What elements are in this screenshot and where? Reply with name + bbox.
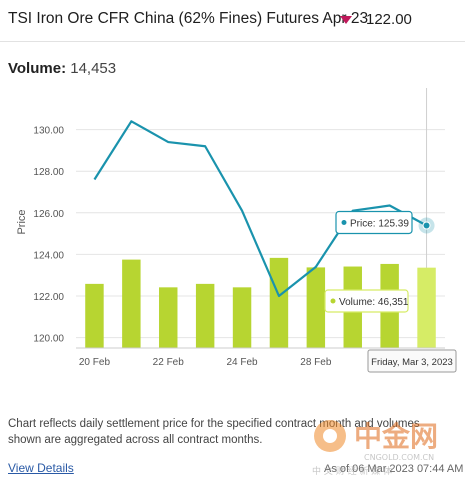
y-tick-label: 126.00 xyxy=(33,209,64,220)
volume-tooltip xyxy=(324,289,409,313)
chart-footnote: Chart reflects daily settlement price fo… xyxy=(8,418,420,446)
date-crosshair-label: Friday, Mar 3, 2023 xyxy=(371,357,453,368)
volume-bar[interactable] xyxy=(159,287,178,348)
y-axis-label: Price xyxy=(16,209,28,234)
volume-bar[interactable] xyxy=(232,287,252,348)
volume-bar[interactable] xyxy=(195,283,215,348)
x-tick-label: 28 Feb xyxy=(300,357,332,368)
x-tick-label: 22 Feb xyxy=(153,357,185,368)
volume-bar[interactable] xyxy=(306,267,326,348)
price-tooltip-text: Price: 125.39 xyxy=(350,218,409,229)
y-tick-label: 120.00 xyxy=(33,334,64,345)
price-tooltip xyxy=(335,210,413,235)
price-box: 122.00 xyxy=(340,11,412,28)
date-crosshair-box xyxy=(367,349,457,373)
volume-bar[interactable] xyxy=(417,267,436,348)
x-tick-label: 20 Feb xyxy=(79,357,111,368)
view-details-link[interactable]: View Details xyxy=(8,461,74,475)
triangle-down-icon xyxy=(340,15,352,24)
last-price: 122.00 xyxy=(366,11,412,28)
volume-summary: Volume: 14,453 xyxy=(8,60,116,77)
volume-label: Volume: xyxy=(8,60,67,77)
volume-tooltip-text: Volume: 46,351 xyxy=(339,297,409,308)
y-tick-label: 130.00 xyxy=(33,126,64,137)
price-line[interactable] xyxy=(93,120,428,298)
y-tick-label: 128.00 xyxy=(33,167,64,178)
volume-value: 14,453 xyxy=(70,60,117,77)
price-point[interactable] xyxy=(422,221,431,230)
price-volume-chart[interactable]: 120.00 122.00 124.00 126.00 128.00 130.00 Pric… xyxy=(0,80,465,390)
volume-bar[interactable] xyxy=(269,257,289,348)
watermark-subtext: CNGOLD.COM.CN xyxy=(364,453,434,462)
price-tooltip-marker xyxy=(341,219,347,225)
y-tick-label: 124.00 xyxy=(33,250,64,261)
contract-title: TSI Iron Ore CFR China (62% Fines) Futur… xyxy=(8,10,369,27)
header-bar: TSI Iron Ore CFR China (62% Fines) Futur… xyxy=(0,0,465,42)
volume-bar[interactable] xyxy=(85,283,104,348)
volume-tooltip-marker xyxy=(330,298,336,304)
y-tick-label: 122.00 xyxy=(33,292,64,303)
volume-bar[interactable] xyxy=(122,259,141,348)
as-of-timestamp: As of 06 Mar 2023 07:44 AM xyxy=(324,463,464,475)
x-tick-label: 24 Feb xyxy=(226,357,258,368)
